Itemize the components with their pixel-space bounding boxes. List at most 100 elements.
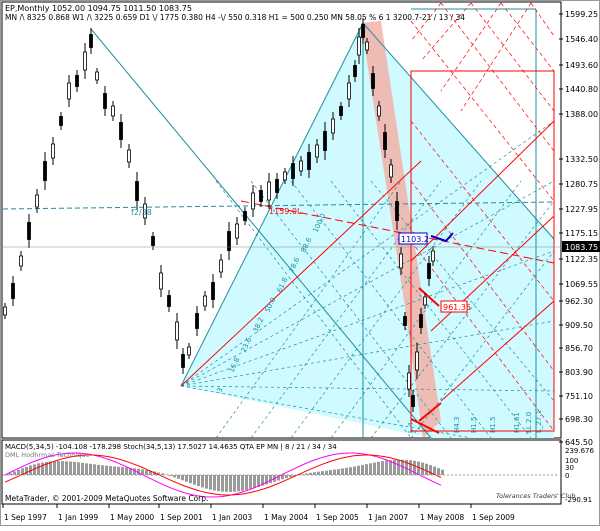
vertical-level-label: LL 2.0 — [525, 412, 533, 433]
macd-bar — [341, 468, 344, 475]
macd-bar — [425, 464, 428, 475]
time-tick-label: 1 Sep 2005 — [316, 513, 359, 522]
candle-body — [412, 396, 415, 407]
macd-bar — [233, 475, 236, 492]
macd-bar — [325, 471, 328, 475]
candle-body — [292, 164, 295, 179]
macd-bar — [25, 467, 28, 475]
macd-bar — [393, 460, 396, 475]
macd-bar — [197, 475, 200, 486]
candle-body — [4, 307, 7, 315]
candle-body — [160, 273, 163, 289]
candle-body — [332, 119, 335, 133]
macd-bar — [53, 461, 56, 475]
macd-bar — [241, 475, 244, 491]
macd-bar — [365, 464, 368, 475]
candle-body — [348, 83, 351, 99]
macd-bar — [93, 464, 96, 475]
price-tick-label: 645.50 — [565, 438, 593, 447]
macd-bar — [333, 470, 336, 475]
candle-body — [182, 355, 185, 368]
macd-bar — [101, 465, 104, 475]
candle-body — [220, 260, 223, 272]
price-tick-label: 1546.40 — [565, 35, 598, 44]
time-tick-label: 1 Jan 2007 — [368, 513, 408, 522]
macd-bar — [317, 472, 320, 475]
candle-body — [68, 83, 71, 99]
macd-bar — [225, 475, 228, 492]
price-tick-label: 1493.60 — [565, 61, 598, 70]
vertical-level-label: L-4 — [407, 422, 415, 433]
price-box-2-label: 961.35 — [443, 303, 471, 312]
macd-bar — [361, 465, 364, 475]
price-tick-label: 1388.00 — [565, 110, 598, 119]
time-tick-label: 1 Sep 2001 — [160, 513, 203, 522]
macd-bar — [85, 463, 88, 475]
macd-bar — [369, 463, 372, 475]
price-tick-label: 803.90 — [565, 368, 593, 377]
macd-bar — [113, 466, 116, 475]
macd-bar — [17, 470, 20, 475]
candle-body — [60, 117, 63, 126]
time-tick-label: 1 Jan 2003 — [212, 513, 252, 522]
price-axis: 1599.251546.401493.601440.801388.001332.… — [559, 10, 598, 447]
fib-label-f2: f2/38 — [131, 208, 152, 217]
time-tick-label: 1 May 2008 — [420, 513, 464, 522]
candle-body — [212, 283, 215, 300]
macd-bar — [181, 475, 184, 480]
macd-bar — [221, 475, 224, 492]
macd-bar — [109, 466, 112, 475]
macd-bar — [81, 463, 84, 475]
macd-bar — [61, 461, 64, 475]
candle-body — [204, 296, 207, 306]
candle-body — [340, 107, 343, 116]
candle-body — [372, 74, 375, 89]
candle-body — [416, 352, 419, 370]
copyright-label: MetaTrader, © 2001-2009 MetaQuotes Softw… — [5, 494, 208, 503]
macd-bar — [357, 466, 360, 475]
macd-bar — [117, 467, 120, 475]
macd-bar — [125, 467, 128, 475]
macd-bar — [73, 462, 76, 475]
candle-body — [168, 296, 171, 307]
vertical-level-label: H1.5 — [489, 417, 497, 433]
candle-body — [354, 66, 357, 77]
macd-bar — [321, 471, 324, 475]
candle-body — [76, 76, 79, 87]
price-box-1-label: 1103.2 — [401, 235, 429, 244]
candle-body — [228, 232, 231, 251]
candle-body — [152, 237, 155, 246]
symbol-info: EP,Monthly 1052.00 1094.75 1011.50 1083.… — [5, 4, 192, 13]
time-tick-label: 1 May 2004 — [264, 513, 308, 522]
candle-body — [104, 94, 107, 109]
macd-bar — [57, 461, 60, 475]
macd-bar — [65, 461, 68, 475]
macd-bar — [337, 469, 340, 475]
macd-bar — [245, 475, 248, 490]
candle-body — [244, 212, 247, 221]
vertical-level-label: H1.61 — [513, 412, 521, 433]
candle-body — [284, 172, 287, 180]
vertical-level-label: H4.3 — [453, 417, 461, 433]
candle-body — [324, 132, 327, 151]
candle-body — [424, 297, 427, 305]
macd-bar — [237, 475, 240, 491]
macd-bar — [97, 465, 100, 475]
price-tick-label: 1440.80 — [565, 85, 598, 94]
current-price-label: 1083.75 — [565, 243, 598, 252]
time-tick-label: 1 May 2000 — [110, 513, 154, 522]
macd-bar — [329, 470, 332, 475]
macd-bar — [105, 466, 108, 475]
candle-body — [36, 195, 39, 207]
candle-body — [362, 25, 365, 38]
candle-body — [196, 314, 199, 329]
price-tick-label: 1122.35 — [565, 255, 598, 264]
vertical-level-label: L_27.1 — [535, 410, 543, 433]
candle-body — [84, 52, 87, 70]
candle-body — [366, 42, 369, 50]
candle-body — [400, 254, 403, 268]
time-tick-label: 1 Sep 2009 — [472, 513, 515, 522]
macd-bar — [229, 475, 232, 492]
